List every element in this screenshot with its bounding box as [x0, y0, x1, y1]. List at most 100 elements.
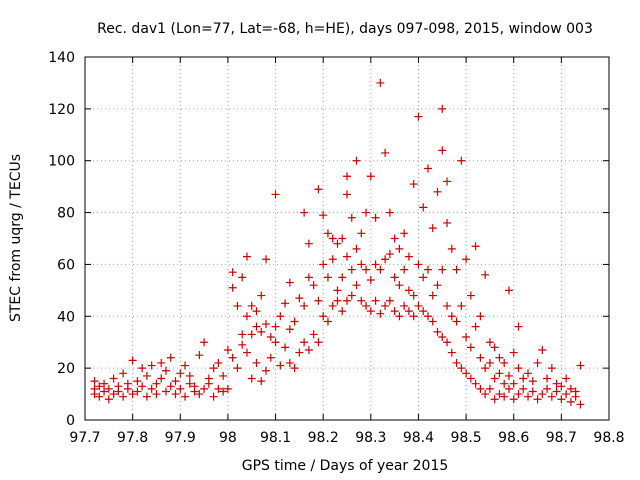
data-point-plus — [90, 377, 99, 386]
data-point-plus — [100, 379, 109, 388]
data-point-plus — [381, 148, 390, 157]
x-tick-label: 98 — [219, 430, 237, 446]
data-point-plus — [362, 208, 371, 217]
data-point-plus — [533, 395, 542, 404]
data-point-plus — [238, 273, 247, 282]
data-point-plus — [500, 358, 509, 367]
data-point-plus — [423, 265, 432, 274]
data-point-plus — [242, 348, 251, 357]
data-point-plus — [252, 322, 261, 331]
data-point-plus — [566, 397, 575, 406]
data-point-plus — [176, 369, 185, 378]
data-point-plus — [438, 333, 447, 342]
data-point-plus — [347, 291, 356, 300]
data-point-plus — [319, 211, 328, 220]
data-point-plus — [266, 353, 275, 362]
data-point-plus — [166, 382, 175, 391]
data-point-plus — [576, 361, 585, 370]
data-point-plus — [519, 384, 528, 393]
data-point-plus — [562, 374, 571, 383]
data-point-plus — [481, 270, 490, 279]
data-point-plus — [428, 224, 437, 233]
data-point-plus — [414, 260, 423, 269]
data-point-plus — [123, 379, 132, 388]
data-point-plus — [304, 239, 313, 248]
data-point-plus — [352, 156, 361, 165]
data-point-plus — [400, 265, 409, 274]
data-point-plus — [433, 327, 442, 336]
data-point-plus — [547, 392, 556, 401]
data-point-plus — [285, 358, 294, 367]
data-point-plus — [247, 374, 256, 383]
data-point-plus — [423, 164, 432, 173]
data-point-plus — [300, 301, 309, 310]
data-point-plus — [552, 387, 561, 396]
data-point-plus — [433, 281, 442, 290]
data-point-plus — [533, 358, 542, 367]
data-point-plus — [385, 250, 394, 259]
data-point-plus — [319, 312, 328, 321]
data-point-plus — [395, 312, 404, 321]
data-point-plus — [247, 301, 256, 310]
data-point-plus — [438, 146, 447, 155]
data-point-plus — [300, 208, 309, 217]
data-point-plus — [104, 395, 113, 404]
data-point-plus — [390, 273, 399, 282]
data-point-plus — [262, 320, 271, 329]
x-tick-label: 98.3 — [355, 430, 386, 446]
data-point-plus — [304, 345, 313, 354]
data-point-plus — [471, 242, 480, 251]
data-point-plus — [538, 390, 547, 399]
data-point-plus — [195, 351, 204, 360]
data-point-plus — [476, 353, 485, 362]
data-point-plus — [433, 187, 442, 196]
data-point-plus — [152, 390, 161, 399]
data-point-plus — [333, 286, 342, 295]
data-point-plus — [147, 384, 156, 393]
data-point-plus — [195, 390, 204, 399]
data-point-plus — [543, 384, 552, 393]
data-point-plus — [452, 317, 461, 326]
data-point-plus — [343, 252, 351, 261]
data-point-plus — [242, 252, 251, 261]
y-tick-label: 100 — [48, 154, 75, 170]
data-point-plus — [133, 387, 142, 396]
data-point-plus — [485, 338, 494, 347]
data-point-plus — [252, 358, 261, 367]
data-point-plus — [333, 239, 342, 248]
data-point-plus — [357, 260, 366, 269]
data-point-plus — [362, 301, 371, 310]
data-point-plus — [214, 358, 223, 367]
data-point-plus — [376, 265, 385, 274]
data-point-plus — [209, 392, 218, 401]
data-point-plus — [514, 390, 523, 399]
data-point-plus — [547, 364, 556, 373]
data-point-plus — [381, 255, 390, 264]
data-point-plus — [157, 358, 166, 367]
data-point-plus — [419, 273, 428, 282]
data-point-plus — [219, 387, 228, 396]
data-point-plus — [400, 301, 409, 310]
data-point-plus — [366, 307, 375, 316]
data-point-plus — [490, 343, 499, 352]
data-point-plus — [262, 255, 271, 264]
data-point-plus — [343, 296, 351, 305]
data-point-plus — [538, 345, 547, 354]
data-point-plus — [161, 387, 170, 396]
data-point-plus — [481, 390, 490, 399]
y-tick-label: 40 — [57, 309, 75, 325]
data-point-plus — [504, 286, 513, 295]
data-point-plus — [185, 371, 194, 380]
data-point-plus — [462, 255, 471, 264]
data-point-plus — [271, 190, 280, 199]
x-tick-label: 98.1 — [260, 430, 291, 446]
data-point-plus — [200, 384, 209, 393]
data-point-plus — [376, 78, 385, 87]
data-point-plus — [419, 307, 428, 316]
data-point-plus — [95, 392, 104, 401]
data-point-plus — [495, 390, 504, 399]
data-point-plus — [347, 265, 356, 274]
data-point-plus — [423, 312, 432, 321]
data-point-plus — [452, 358, 461, 367]
